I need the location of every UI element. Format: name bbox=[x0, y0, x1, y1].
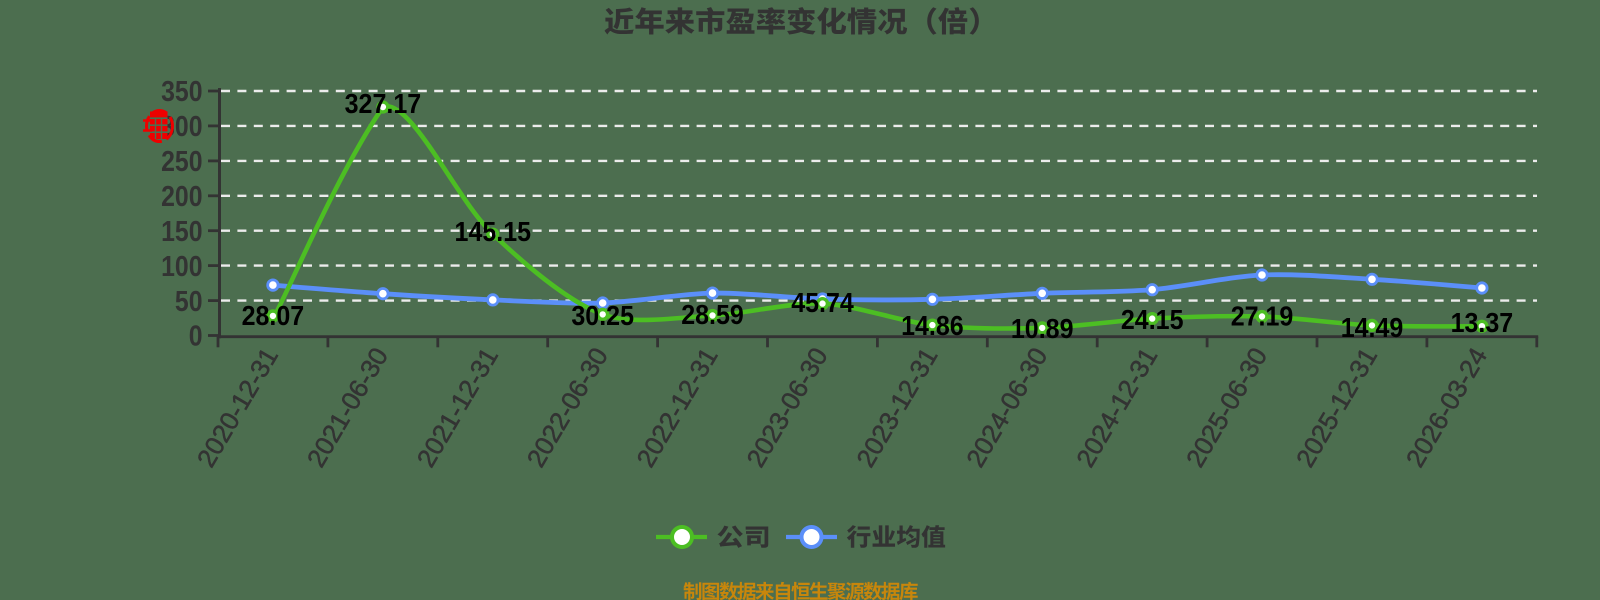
svg-text:45.74: 45.74 bbox=[791, 287, 854, 318]
svg-text:0: 0 bbox=[189, 321, 203, 353]
svg-text:24.15: 24.15 bbox=[1121, 304, 1184, 335]
svg-text:13.37: 13.37 bbox=[1451, 307, 1514, 338]
svg-text:50: 50 bbox=[175, 286, 203, 318]
svg-text:350: 350 bbox=[161, 76, 202, 108]
svg-text:30.25: 30.25 bbox=[571, 300, 634, 331]
svg-text:10.89: 10.89 bbox=[1011, 313, 1074, 344]
svg-text:327.17: 327.17 bbox=[345, 88, 422, 119]
svg-text:28.59: 28.59 bbox=[681, 299, 744, 330]
svg-text:27.19: 27.19 bbox=[1231, 301, 1294, 332]
svg-text:145.15: 145.15 bbox=[455, 216, 532, 247]
svg-text:28.07: 28.07 bbox=[242, 300, 305, 331]
svg-text:200: 200 bbox=[161, 181, 202, 213]
svg-text:14.49: 14.49 bbox=[1341, 312, 1404, 343]
svg-text:250: 250 bbox=[161, 146, 202, 178]
svg-text:14.86: 14.86 bbox=[901, 310, 964, 341]
svg-text:150: 150 bbox=[161, 216, 202, 248]
svg-text:100: 100 bbox=[161, 251, 202, 283]
